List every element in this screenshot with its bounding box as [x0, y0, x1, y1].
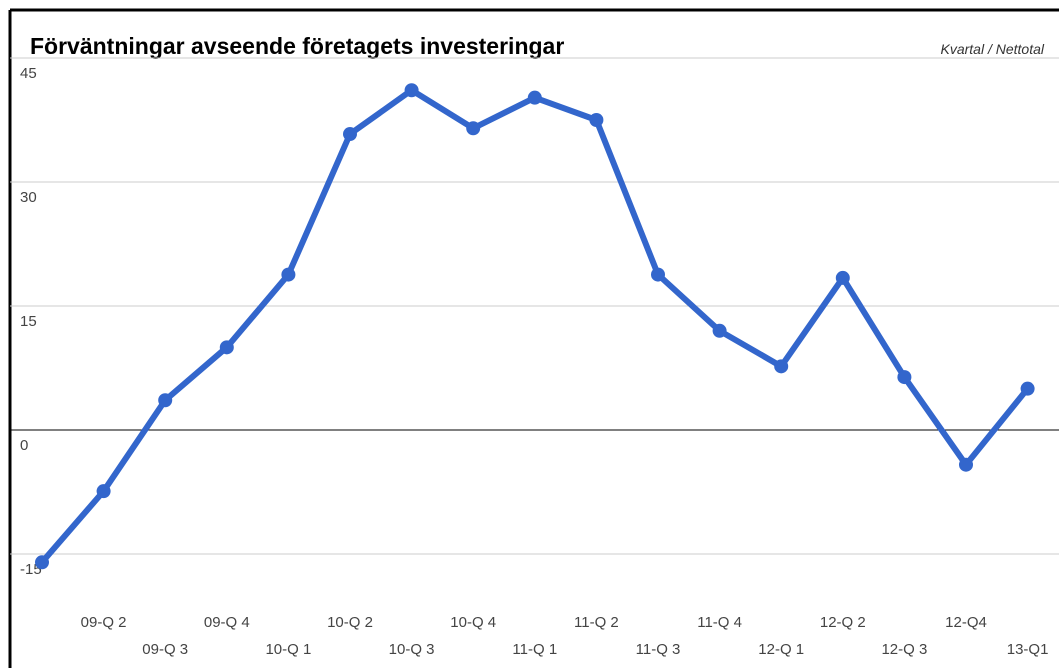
x-tick-label: 10-Q 1 [265, 641, 311, 658]
x-tick-label: 09-Q 2 [81, 614, 127, 631]
chart-title: Förväntningar avseende företagets invest… [30, 33, 564, 59]
y-tick-label: 15 [20, 313, 37, 330]
x-tick-label: 13-Q1 [1007, 641, 1049, 658]
x-tick-label: 11-Q 3 [636, 641, 681, 658]
point [527, 90, 542, 105]
point [959, 457, 973, 472]
chart-subtitle: Kvartal / Nettotal [941, 41, 1045, 57]
y-tick-label: 30 [20, 189, 37, 206]
x-tick-label: 10-Q 4 [450, 614, 496, 631]
x-tick-label: 12-Q 2 [820, 614, 866, 631]
point [651, 267, 665, 282]
x-tick-label: 12-Q 1 [758, 641, 804, 658]
x-tick-label: 10-Q 2 [327, 614, 373, 631]
point [281, 267, 296, 282]
x-tick-label: 11-Q 2 [574, 614, 619, 631]
point [712, 323, 727, 338]
point [35, 555, 49, 570]
x-tick-label: 12-Q 3 [881, 641, 927, 658]
point [404, 83, 419, 98]
point [589, 113, 604, 127]
point [96, 484, 111, 499]
y-tick-label: 45 [20, 65, 37, 82]
x-tick-label: 11-Q 1 [512, 641, 557, 658]
point [774, 359, 789, 374]
x-tick-label: 10-Q 3 [389, 641, 435, 658]
point [158, 393, 173, 408]
point [1020, 381, 1035, 396]
y-tick-label: 0 [20, 437, 28, 454]
point [835, 270, 850, 285]
point [219, 340, 234, 355]
x-tick-label: 09-Q 4 [204, 614, 250, 631]
point [343, 127, 357, 142]
point [897, 370, 912, 385]
x-tick-label: 12-Q4 [945, 614, 987, 631]
point [466, 121, 481, 136]
x-tick-label: 11-Q 4 [697, 614, 742, 631]
x-tick-label: 09-Q 3 [142, 641, 188, 658]
